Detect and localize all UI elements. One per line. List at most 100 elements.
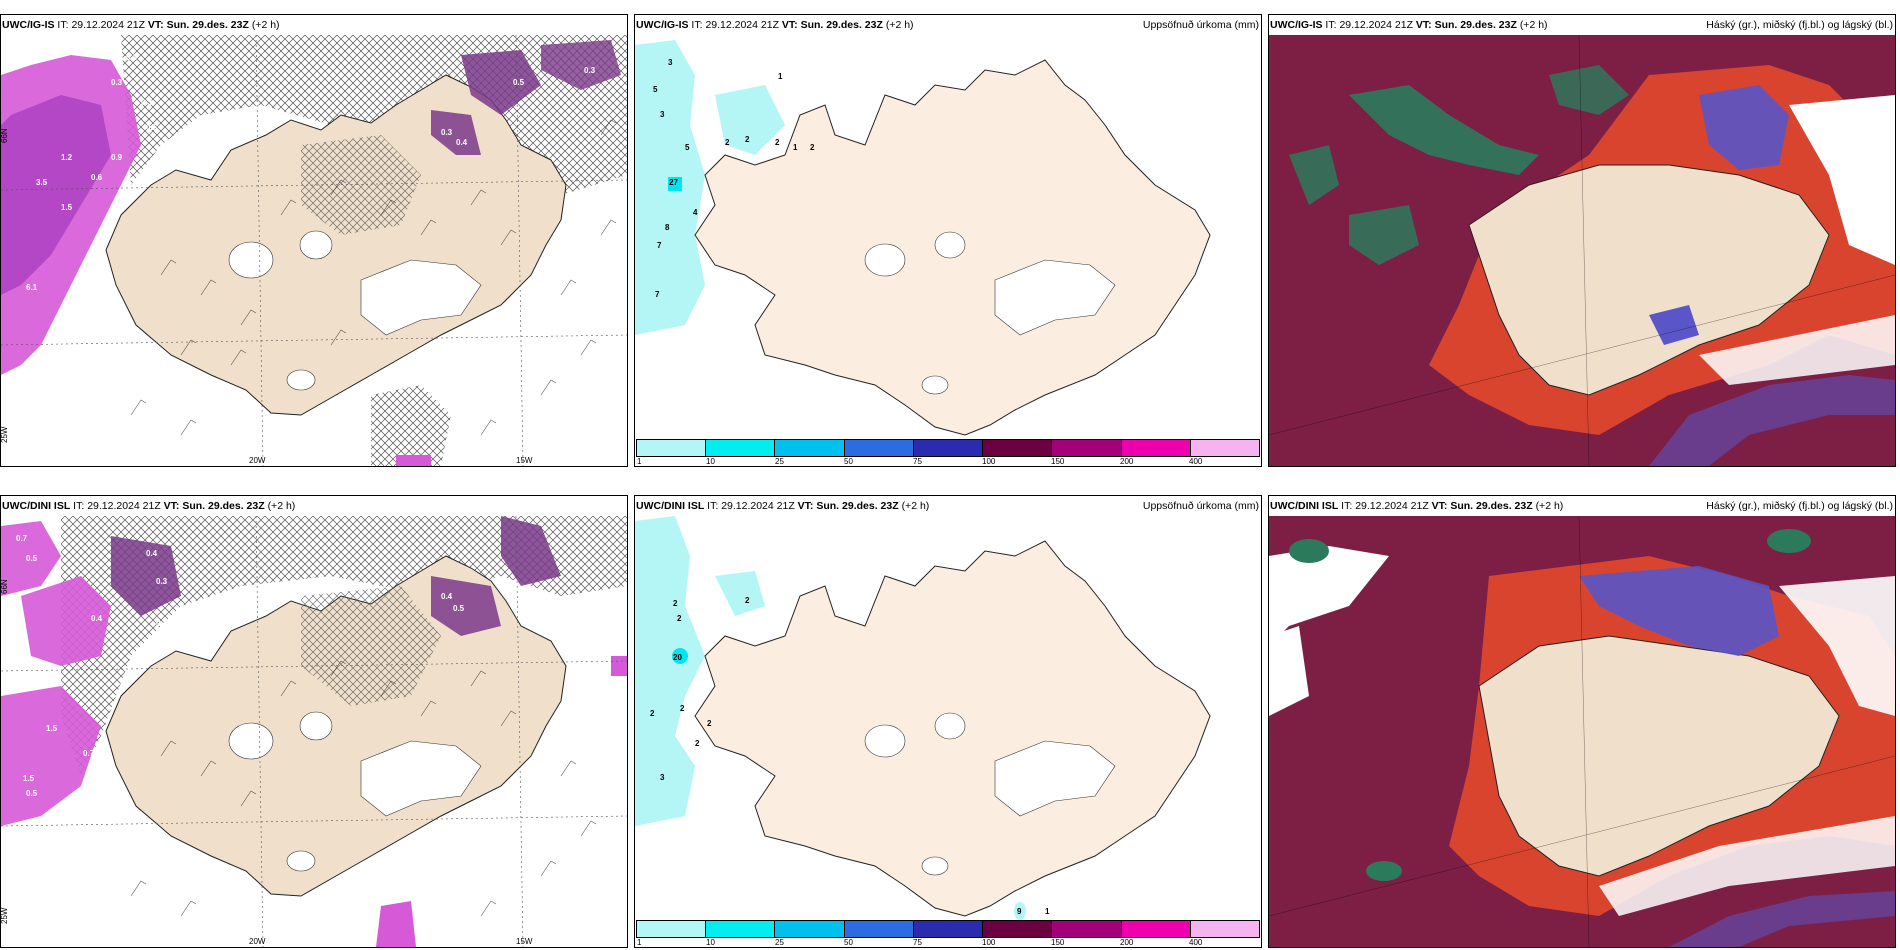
- panel-title: Háský (gr.), miðský (fj.bl.) og lágský (…: [1706, 500, 1893, 512]
- colorbar-labels: 1 10 25 50 75 100 150 200 400: [637, 457, 1203, 466]
- colorbar-bin: [637, 921, 707, 937]
- svg-text:2: 2: [725, 138, 730, 147]
- svg-text:2: 2: [673, 599, 678, 608]
- svg-text:5: 5: [685, 143, 690, 152]
- colorbar-bin: [983, 921, 1053, 937]
- svg-text:25W: 25W: [1, 426, 9, 443]
- svg-text:3: 3: [660, 110, 665, 119]
- lead-time: (+2 h): [251, 19, 280, 31]
- panel-header: UWC/IG-IS IT: 29.12.2024 21Z VT: Sun. 29…: [635, 15, 1261, 35]
- precip-colorbar: [636, 920, 1260, 938]
- svg-text:15W: 15W: [516, 937, 533, 946]
- svg-text:0.4: 0.4: [456, 138, 468, 147]
- svg-text:1: 1: [778, 72, 783, 81]
- svg-text:0.3: 0.3: [126, 53, 138, 62]
- svg-text:66N: 66N: [1, 128, 9, 143]
- valid-time: Sun. 29.des. 23Z: [800, 19, 883, 31]
- svg-text:0.9: 0.9: [111, 153, 123, 162]
- svg-text:25W: 25W: [1, 907, 9, 924]
- cloud-map-bottom: [1269, 516, 1895, 947]
- model-name: UWC/DINI ISL: [636, 500, 705, 512]
- model-name: UWC/DINI ISL: [1270, 500, 1339, 512]
- green-cloud-area: [1349, 85, 1539, 175]
- panel-title: Háský (gr.), miðský (fj.bl.) og lágský (…: [1706, 19, 1893, 31]
- lead-time: (+2 h): [267, 500, 296, 512]
- svg-text:0.5: 0.5: [453, 604, 465, 613]
- init-time: 29.12.2024 21Z: [1339, 19, 1413, 31]
- colorbar-bin: [983, 440, 1053, 456]
- svg-text:20: 20: [673, 653, 682, 662]
- svg-text:0.3: 0.3: [156, 577, 168, 586]
- colorbar-bin: [775, 921, 845, 937]
- svg-text:2: 2: [695, 739, 700, 748]
- svg-text:6.1: 6.1: [26, 283, 38, 292]
- wind-precip-panel-bottom: UWC/DINI ISL IT: 29.12.2024 21Z VT: Sun.…: [0, 495, 628, 948]
- lead-time: (+2 h): [885, 19, 914, 31]
- init-time: 29.12.2024 21Z: [71, 19, 145, 31]
- low-cloud-area: [1579, 566, 1779, 656]
- svg-text:1.5: 1.5: [46, 724, 58, 733]
- svg-text:0.6: 0.6: [91, 173, 103, 182]
- rain-area-west: [1, 686, 101, 826]
- svg-text:66N: 66N: [1, 579, 9, 594]
- init-time: 29.12.2024 21Z: [721, 500, 795, 512]
- svg-text:0.4: 0.4: [146, 549, 158, 558]
- svg-text:1.2: 1.2: [61, 153, 73, 162]
- colorbar-bin: [775, 440, 845, 456]
- wind-map-bottom: 0.7 0.5 0.4 0.3 0.4 0.4 0.5 0.4 1.5 0.7 …: [1, 516, 627, 947]
- colorbar-bin: [706, 921, 776, 937]
- panel-header: UWC/IG-IS IT: 29.12.2024 21Z VT: Sun. 29…: [1, 15, 627, 35]
- model-name: UWC/IG-IS: [636, 19, 689, 31]
- svg-text:0.7: 0.7: [83, 749, 95, 758]
- colorbar-bin: [1121, 921, 1191, 937]
- wind-map-top: 0.3 0.3 0.3 0.6 1.2 0.9 0.6 0.4 1.5 3.5 …: [1, 35, 627, 466]
- init-time: 29.12.2024 21Z: [87, 500, 161, 512]
- svg-text:4: 4: [693, 208, 698, 217]
- svg-text:0.4: 0.4: [161, 158, 173, 167]
- svg-text:3: 3: [660, 773, 665, 782]
- svg-text:1: 1: [1045, 907, 1050, 916]
- colorbar-bin: [1052, 921, 1122, 937]
- svg-text:2: 2: [677, 614, 682, 623]
- svg-text:7: 7: [655, 290, 660, 299]
- svg-text:0.5: 0.5: [513, 78, 525, 87]
- svg-text:8: 8: [665, 223, 670, 232]
- svg-text:0.4: 0.4: [441, 592, 453, 601]
- svg-text:27: 27: [669, 178, 678, 187]
- svg-text:2: 2: [775, 138, 780, 147]
- svg-text:7: 7: [657, 241, 662, 250]
- precip-map-top: 3 5 3 5 2 2 2 1 2 27 4 8 7 7 1: [635, 35, 1261, 466]
- svg-text:9: 9: [1017, 907, 1022, 916]
- wind-precip-panel-top: UWC/IG-IS IT: 29.12.2024 21Z VT: Sun. 29…: [0, 14, 628, 467]
- svg-text:2: 2: [707, 719, 712, 728]
- panel-header: UWC/DINI ISL IT: 29.12.2024 21Z VT: Sun.…: [635, 496, 1261, 516]
- lead-time: (+2 h): [1535, 500, 1564, 512]
- lead-time: (+2 h): [1519, 19, 1548, 31]
- svg-text:2: 2: [745, 596, 750, 605]
- svg-text:0.6: 0.6: [146, 123, 158, 132]
- colorbar-bin: [913, 921, 984, 937]
- colorbar-bin: [1190, 440, 1259, 456]
- cloud-panel-bottom: UWC/DINI ISL IT: 29.12.2024 21Z VT: Sun.…: [1268, 495, 1896, 948]
- panel-header: UWC/IG-IS IT: 29.12.2024 21Z VT: Sun. 29…: [1269, 15, 1895, 35]
- colorbar-bin: [1052, 440, 1122, 456]
- init-time: 29.12.2024 21Z: [705, 19, 779, 31]
- precip-colorbar: [636, 439, 1260, 457]
- colorbar-bin: [1121, 440, 1191, 456]
- svg-text:0.3: 0.3: [141, 98, 153, 107]
- colorbar-bin: [637, 440, 707, 456]
- valid-time: Sun. 29.des. 23Z: [166, 19, 249, 31]
- colorbar-bin: [913, 440, 984, 456]
- panel-title: Uppsöfnuð úrkoma (mm): [1142, 500, 1259, 512]
- panel-title: Uppsöfnuð úrkoma (mm): [1142, 19, 1259, 31]
- colorbar-bin: [1190, 921, 1259, 937]
- valid-time: Sun. 29.des. 23Z: [1434, 19, 1517, 31]
- precip-panel-bottom: UWC/DINI ISL IT: 29.12.2024 21Z VT: Sun.…: [634, 495, 1262, 948]
- svg-text:3.5: 3.5: [36, 178, 48, 187]
- colorbar-bin: [844, 921, 914, 937]
- precip-panel-top: UWC/IG-IS IT: 29.12.2024 21Z VT: Sun. 29…: [634, 14, 1262, 467]
- svg-text:20W: 20W: [249, 937, 266, 946]
- model-name: UWC/IG-IS: [2, 19, 55, 31]
- colorbar-labels: 1 10 25 50 75 100 150 200 400: [637, 938, 1203, 947]
- low-cloud-area: [1699, 85, 1789, 170]
